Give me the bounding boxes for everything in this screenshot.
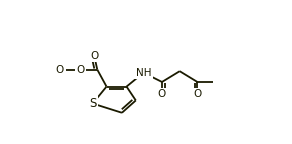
Text: S: S [89,97,96,110]
Text: O: O [158,89,166,99]
Text: NH: NH [136,68,151,78]
Text: O: O [55,65,63,75]
Text: O: O [90,51,98,61]
Text: O: O [76,65,84,75]
Text: O: O [193,89,201,99]
